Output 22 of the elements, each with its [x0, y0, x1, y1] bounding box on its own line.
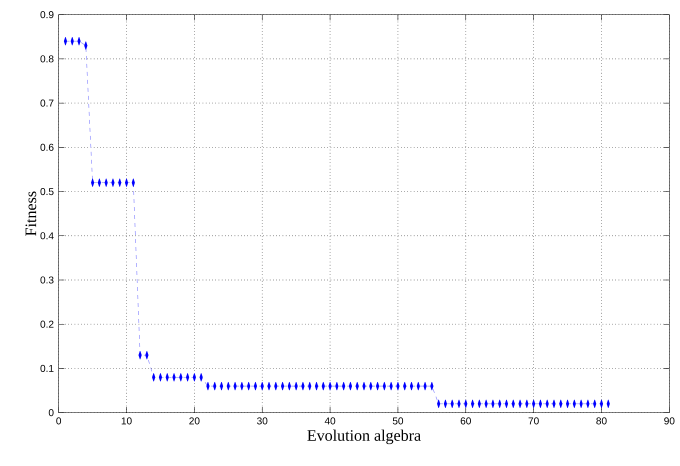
y-tick-label: 0.1	[40, 364, 54, 372]
x-tick-label: 10	[122, 417, 132, 424]
x-tick-label: 30	[257, 417, 268, 424]
y-tick-label: 0.5	[40, 188, 54, 196]
x-tick-label: 90	[664, 417, 674, 424]
y-axis-title: Fitness	[25, 192, 36, 236]
y-tick-label: 0.2	[40, 320, 54, 328]
x-tick-label: 0	[56, 417, 62, 424]
y-tick-label: 0.3	[40, 276, 54, 284]
x-tick-label: 50	[392, 417, 404, 424]
x-tick-label: 40	[324, 417, 336, 424]
y-tick-label: 0.7	[40, 100, 54, 107]
y-tick-label: 0	[48, 409, 54, 416]
x-tick-label: 80	[596, 417, 607, 424]
x-tick-label: 70	[528, 417, 539, 424]
y-tick-label: 0.9	[40, 11, 54, 18]
x-axis-title: Evolution algebra	[307, 430, 421, 444]
y-tick-label: 0.8	[40, 55, 54, 62]
x-tick-label: 60	[460, 417, 471, 424]
x-tick-label: 20	[189, 417, 200, 424]
y-tick-label: 0.6	[40, 144, 54, 151]
y-tick-label: 0.4	[40, 232, 54, 240]
